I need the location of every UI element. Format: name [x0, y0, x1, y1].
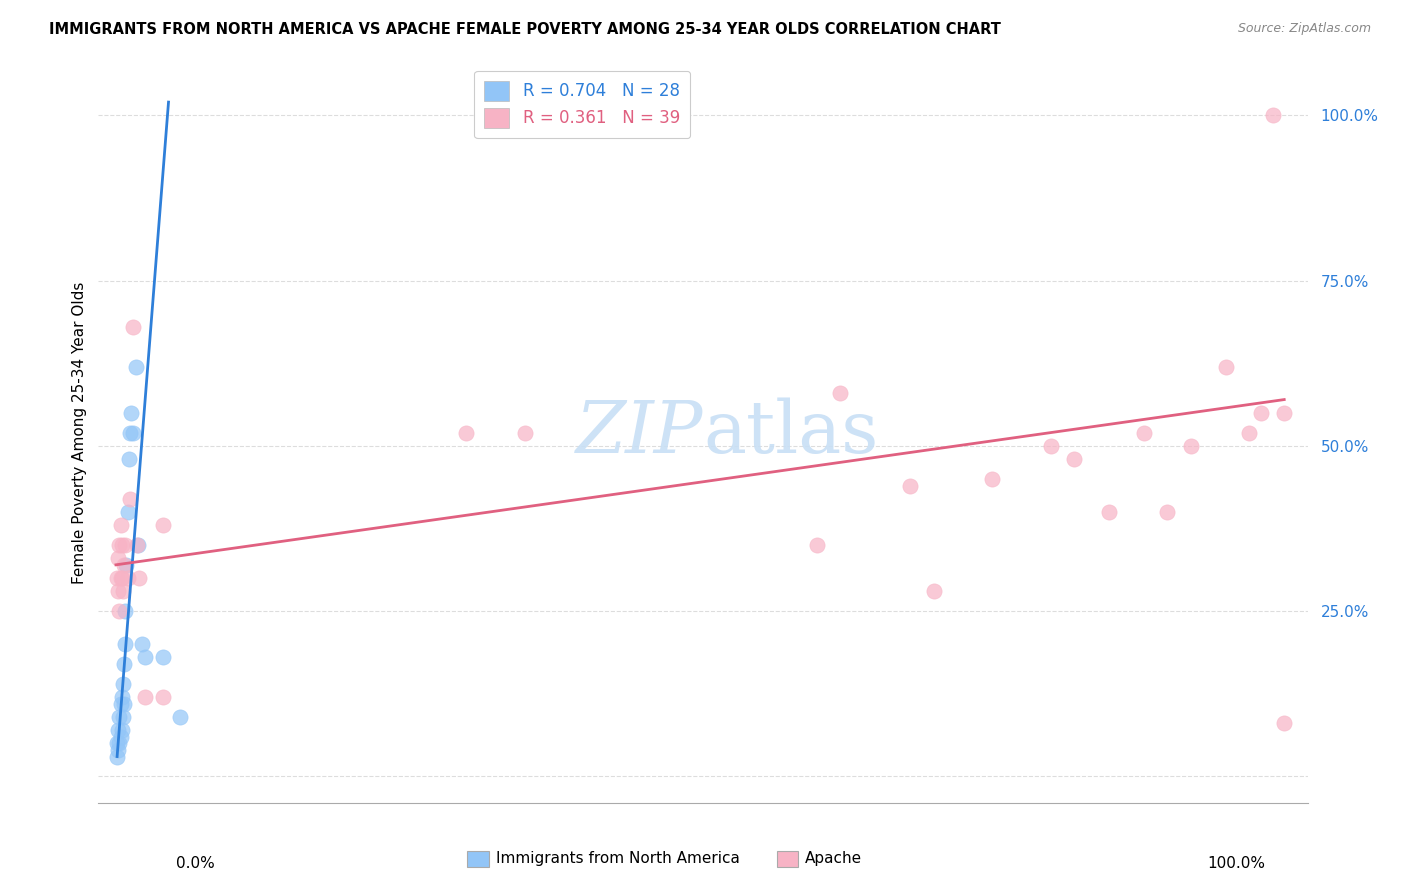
- Point: [1237, 425, 1260, 440]
- Point: [105, 749, 128, 764]
- Point: [114, 637, 136, 651]
- Point: [125, 359, 148, 374]
- Point: [128, 571, 150, 585]
- Point: [105, 736, 128, 750]
- Point: [110, 571, 132, 585]
- Y-axis label: Female Poverty Among 25-34 Year Olds: Female Poverty Among 25-34 Year Olds: [72, 282, 87, 583]
- Point: [114, 604, 136, 618]
- Point: [105, 571, 128, 585]
- Text: atlas: atlas: [703, 397, 879, 468]
- Point: [111, 538, 134, 552]
- Point: [152, 650, 174, 665]
- Point: [152, 518, 174, 533]
- Point: [110, 730, 132, 744]
- Point: [111, 584, 134, 599]
- Point: [111, 571, 134, 585]
- Text: 0.0%: 0.0%: [176, 856, 215, 871]
- Text: IMMIGRANTS FROM NORTH AMERICA VS APACHE FEMALE POVERTY AMONG 25-34 YEAR OLDS COR: IMMIGRANTS FROM NORTH AMERICA VS APACHE …: [49, 22, 1001, 37]
- Point: [1261, 108, 1284, 122]
- Point: [1180, 439, 1202, 453]
- Text: ZIP: ZIP: [575, 397, 703, 468]
- Point: [108, 604, 131, 618]
- Point: [118, 491, 141, 506]
- Point: [117, 505, 139, 519]
- Point: [108, 538, 131, 552]
- Point: [118, 452, 141, 467]
- Point: [107, 584, 129, 599]
- Point: [1039, 439, 1062, 453]
- Point: [115, 558, 138, 572]
- Point: [108, 710, 131, 724]
- Point: [1250, 406, 1272, 420]
- Point: [122, 425, 145, 440]
- Point: [981, 472, 1004, 486]
- Point: [456, 425, 478, 440]
- Point: [131, 637, 153, 651]
- Point: [112, 657, 135, 671]
- Point: [830, 386, 852, 401]
- Point: [1098, 505, 1121, 519]
- Text: Apache: Apache: [806, 852, 862, 866]
- Point: [1063, 452, 1085, 467]
- Point: [898, 478, 921, 492]
- Point: [1156, 505, 1178, 519]
- Text: Immigrants from North America: Immigrants from North America: [495, 852, 740, 866]
- Text: Source: ZipAtlas.com: Source: ZipAtlas.com: [1237, 22, 1371, 36]
- Point: [125, 538, 148, 552]
- Point: [1133, 425, 1156, 440]
- Legend: R = 0.704   N = 28, R = 0.361   N = 39: R = 0.704 N = 28, R = 0.361 N = 39: [474, 70, 690, 138]
- Point: [111, 677, 134, 691]
- Point: [169, 710, 191, 724]
- Point: [107, 743, 129, 757]
- Point: [134, 690, 156, 704]
- Point: [117, 571, 139, 585]
- Point: [111, 723, 134, 737]
- Point: [513, 425, 536, 440]
- Text: 100.0%: 100.0%: [1208, 856, 1265, 871]
- Point: [108, 736, 131, 750]
- Point: [118, 425, 141, 440]
- Point: [1215, 359, 1237, 374]
- Point: [112, 697, 135, 711]
- Point: [110, 518, 132, 533]
- Point: [107, 723, 129, 737]
- Point: [127, 538, 149, 552]
- Point: [922, 584, 945, 599]
- Point: [152, 690, 174, 704]
- Point: [1272, 716, 1295, 731]
- Point: [806, 538, 828, 552]
- Point: [114, 538, 136, 552]
- Point: [112, 558, 135, 572]
- Point: [122, 319, 145, 334]
- Point: [110, 697, 132, 711]
- Point: [134, 650, 156, 665]
- Point: [111, 710, 134, 724]
- Point: [120, 406, 142, 420]
- Point: [1272, 406, 1295, 420]
- Point: [111, 690, 134, 704]
- Point: [107, 551, 129, 566]
